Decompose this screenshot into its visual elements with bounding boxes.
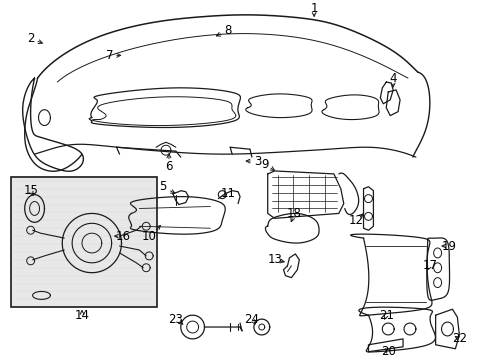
Text: 19: 19: [441, 239, 456, 252]
Text: 15: 15: [23, 184, 38, 197]
Text: 5: 5: [159, 180, 166, 193]
Text: 20: 20: [380, 345, 395, 358]
Text: 6: 6: [165, 161, 172, 174]
Text: 10: 10: [142, 230, 156, 243]
Text: 16: 16: [116, 230, 131, 243]
Text: 12: 12: [348, 214, 364, 227]
Text: 17: 17: [421, 259, 436, 272]
Bar: [11, 177, 157, 307]
Text: 22: 22: [451, 332, 466, 345]
Text: 7: 7: [106, 49, 113, 62]
Text: 4: 4: [388, 72, 396, 85]
Text: 8: 8: [224, 24, 231, 37]
Text: 2: 2: [27, 32, 34, 45]
Text: 24: 24: [244, 312, 259, 325]
Text: 13: 13: [266, 253, 282, 266]
Text: 21: 21: [378, 309, 393, 322]
Text: 18: 18: [286, 207, 301, 220]
Text: 23: 23: [168, 312, 183, 325]
Text: 9: 9: [261, 158, 268, 171]
Text: 1: 1: [310, 3, 317, 15]
Text: 3: 3: [254, 154, 261, 167]
Text: 14: 14: [74, 309, 89, 322]
Text: 11: 11: [220, 187, 235, 200]
